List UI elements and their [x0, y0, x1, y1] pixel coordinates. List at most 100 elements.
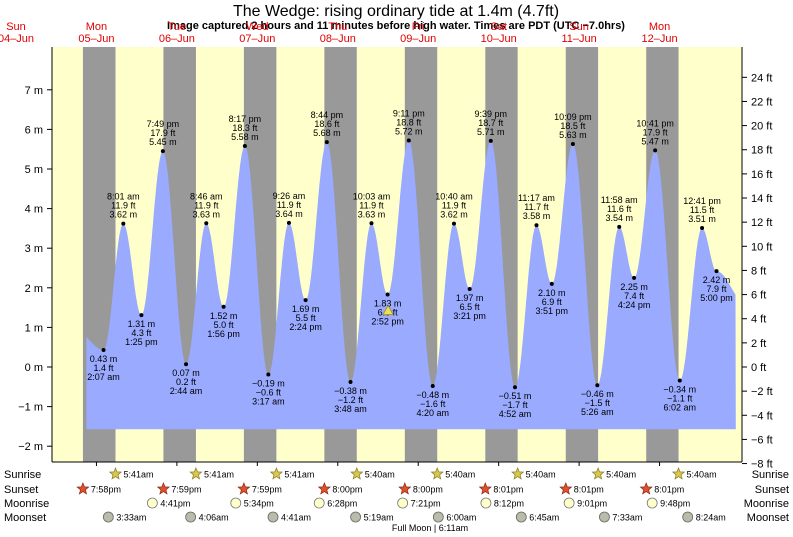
sunrise-time: 5:41am	[204, 470, 234, 480]
tide-point	[184, 362, 189, 367]
tide-time-label: 10:03 am	[353, 191, 391, 201]
right-tick-label: −6 ft	[751, 434, 773, 446]
day-date-label: 04–Jun	[0, 33, 34, 45]
day-name-label: Sun	[6, 21, 26, 33]
tide-m-label: 5.72 m	[395, 126, 423, 136]
sunset-row-label-left: Sunset	[4, 484, 38, 496]
tide-time-label: 8:01 am	[107, 192, 140, 202]
day-date-label: 07–Jun	[239, 33, 275, 45]
tide-ft-label: 11.5 ft	[690, 205, 715, 215]
tide-ft-label: 17.9 ft	[150, 128, 176, 138]
moonset-time: 3:33am	[116, 513, 146, 523]
sunset-icon	[478, 482, 492, 495]
day-date-label: 05–Jun	[78, 33, 114, 45]
tide-time-label: 4:24 pm	[618, 300, 651, 310]
tide-point	[617, 224, 622, 229]
tide-time-label: 10:09 pm	[554, 112, 592, 122]
sunrise-icon	[189, 467, 203, 480]
tide-ft-label: 18.3 ft	[232, 123, 258, 133]
day-date-label: 11–Jun	[561, 33, 596, 45]
sunset-icon	[156, 482, 171, 495]
tide-point	[700, 226, 705, 231]
tide-time-label: 4:52 am	[499, 409, 532, 419]
moonset-row-label-left: Moonset	[4, 512, 46, 524]
right-tick-label: −4 ft	[751, 410, 773, 422]
moonset-time: 5:19am	[364, 513, 394, 523]
tide-ft-label: 11.9 ft	[359, 200, 384, 210]
sunrise-time: 5:41am	[123, 470, 153, 480]
tide-time-label: 5:00 pm	[700, 293, 733, 303]
moonrise-time: 7:21pm	[411, 499, 441, 509]
left-tick-label: 3 m	[25, 243, 43, 255]
sunrise-row-label-left: Sunrise	[4, 469, 41, 481]
moonrise-time: 6:28pm	[327, 499, 357, 509]
tide-ft-label: 11.6 ft	[607, 204, 632, 214]
tide-m-label: 5.63 m	[559, 130, 587, 140]
moonset-icon	[432, 511, 444, 523]
right-tick-label: 18 ft	[751, 145, 772, 157]
tide-point	[467, 286, 472, 291]
tide-ft-label: −1.7 ft	[502, 400, 528, 410]
tide-point	[512, 385, 517, 390]
day-name-label: Sun	[569, 21, 589, 33]
tide-time-label: 1:56 pm	[207, 329, 240, 339]
sunset-row-label-right: Sunset	[755, 484, 789, 496]
moonrise-time: 4:41pm	[160, 499, 190, 509]
right-tick-label: −8 ft	[751, 459, 773, 471]
sunset-icon	[317, 482, 332, 495]
sunset-time: 8:00pm	[413, 485, 443, 495]
tide-m-label: 3.51 m	[688, 214, 716, 224]
tide-point	[451, 221, 456, 226]
tide-ft-label: 11.9 ft	[111, 201, 136, 211]
moonrise-icon	[563, 497, 575, 509]
tide-point	[242, 144, 247, 149]
sunrise-icon	[591, 467, 605, 480]
tide-ft-label: −1.2 ft	[338, 395, 364, 405]
tide-point	[348, 380, 353, 385]
tide-point	[139, 313, 144, 318]
moonrise-time: 9:01pm	[577, 499, 607, 509]
right-tick-label: 12 ft	[751, 217, 772, 229]
tide-ft-label: −1.6 ft	[420, 399, 446, 409]
left-tick-label: 2 m	[25, 283, 43, 295]
tide-m-label: 5.68 m	[313, 128, 341, 138]
tide-ft-label: 7.9 ft	[707, 284, 728, 294]
right-tick-label: 10 ft	[751, 241, 772, 253]
tide-point	[549, 281, 554, 286]
tide-point	[632, 275, 637, 280]
tide-point	[570, 142, 575, 147]
sunrise-icon	[350, 467, 364, 480]
tide-ft-label: 6.9 ft	[542, 297, 563, 307]
tide-time-label: 9:26 am	[273, 191, 306, 201]
day-date-label: 08–Jun	[320, 33, 356, 45]
tide-m-label: 5.45 m	[149, 137, 177, 147]
sunset-time: 7:59pm	[252, 485, 282, 495]
tide-time-label: 7:49 pm	[147, 119, 180, 129]
moonrise-time: 9:48pm	[660, 499, 690, 509]
right-tick-label: 4 ft	[751, 314, 766, 326]
moonset-time: 6:00am	[446, 513, 476, 523]
tide-area	[86, 140, 736, 430]
tide-time-label: 10:40 am	[435, 192, 473, 202]
tide-time-label: 3:51 pm	[536, 306, 569, 316]
tide-m-label: −0.19 m	[252, 379, 285, 389]
sunrise-time: 5:40am	[445, 470, 475, 480]
moonset-icon	[599, 511, 610, 523]
moonset-time: 6:45am	[529, 513, 559, 523]
tide-ft-label: 7.4 ft	[624, 291, 645, 301]
tide-point	[266, 372, 271, 377]
tide-m-label: 2.10 m	[538, 288, 566, 298]
moonrise-time: 5:34pm	[244, 499, 274, 509]
tide-point	[204, 221, 209, 226]
tide-m-label: 3.64 m	[275, 209, 303, 219]
sunrise-time: 5:40am	[606, 470, 636, 480]
tide-point	[121, 221, 126, 226]
tide-time-label: 12:41 pm	[683, 196, 721, 206]
moonset-time: 8:24am	[696, 513, 726, 523]
moonset-icon	[682, 511, 694, 523]
right-tick-label: 24 ft	[751, 72, 772, 84]
tide-point	[303, 298, 308, 303]
sunrise-time: 5:40am	[526, 470, 556, 480]
tide-time-label: 2:44 am	[170, 386, 203, 396]
